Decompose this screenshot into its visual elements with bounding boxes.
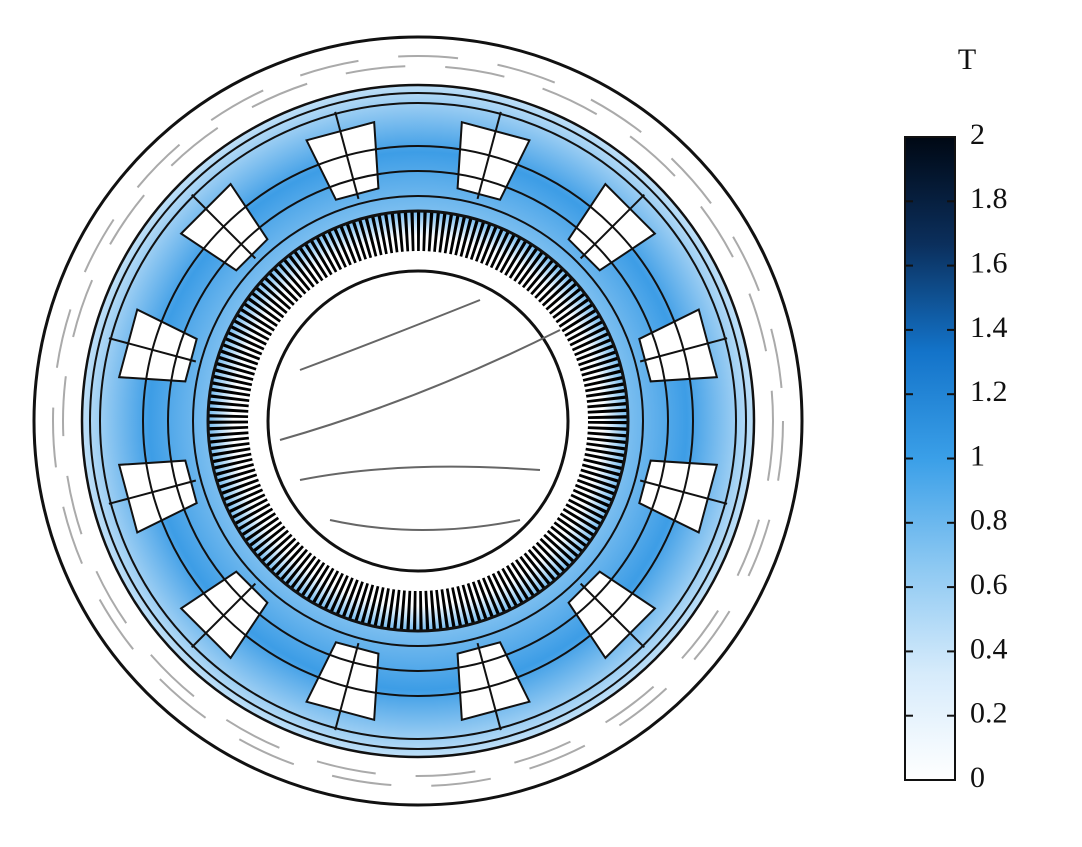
bore: [266, 269, 570, 573]
slot: [117, 459, 198, 534]
bore-lines: [279, 299, 561, 531]
flux-line: [52, 55, 784, 787]
flux-line: [142, 145, 694, 697]
slots: [108, 111, 728, 731]
flux-line: [62, 65, 774, 777]
tick-label: 1.2: [970, 375, 1008, 408]
tick-label: 0: [970, 761, 985, 794]
tick-label: 0.8: [970, 504, 1008, 537]
tick-label: 1: [970, 439, 985, 472]
flux-line: [167, 170, 669, 672]
slot: [117, 308, 198, 383]
slot: [305, 641, 380, 722]
flux-lines: [52, 55, 784, 787]
slot: [638, 308, 719, 383]
slot: [456, 641, 531, 722]
tick-label: 0.6: [970, 568, 1008, 601]
tick-label: 0.2: [970, 697, 1008, 730]
colorbar: [904, 136, 956, 781]
flux-line: [192, 195, 644, 647]
flux-line: [99, 102, 737, 740]
machine: [32, 35, 804, 807]
rotor-ring: [208, 211, 628, 631]
slot: [305, 120, 380, 201]
slot: [638, 459, 719, 534]
colorbar-label: T: [958, 43, 976, 76]
tick-label: 0.4: [970, 632, 1008, 665]
flux-line: [89, 92, 747, 750]
tick-label: 1.6: [970, 246, 1008, 279]
tick-label: 2: [970, 118, 985, 151]
tick-label: 1.8: [970, 182, 1008, 215]
rotor-outer: [206, 209, 630, 633]
tick-label: 1.4: [970, 311, 1008, 344]
slot: [456, 120, 531, 201]
